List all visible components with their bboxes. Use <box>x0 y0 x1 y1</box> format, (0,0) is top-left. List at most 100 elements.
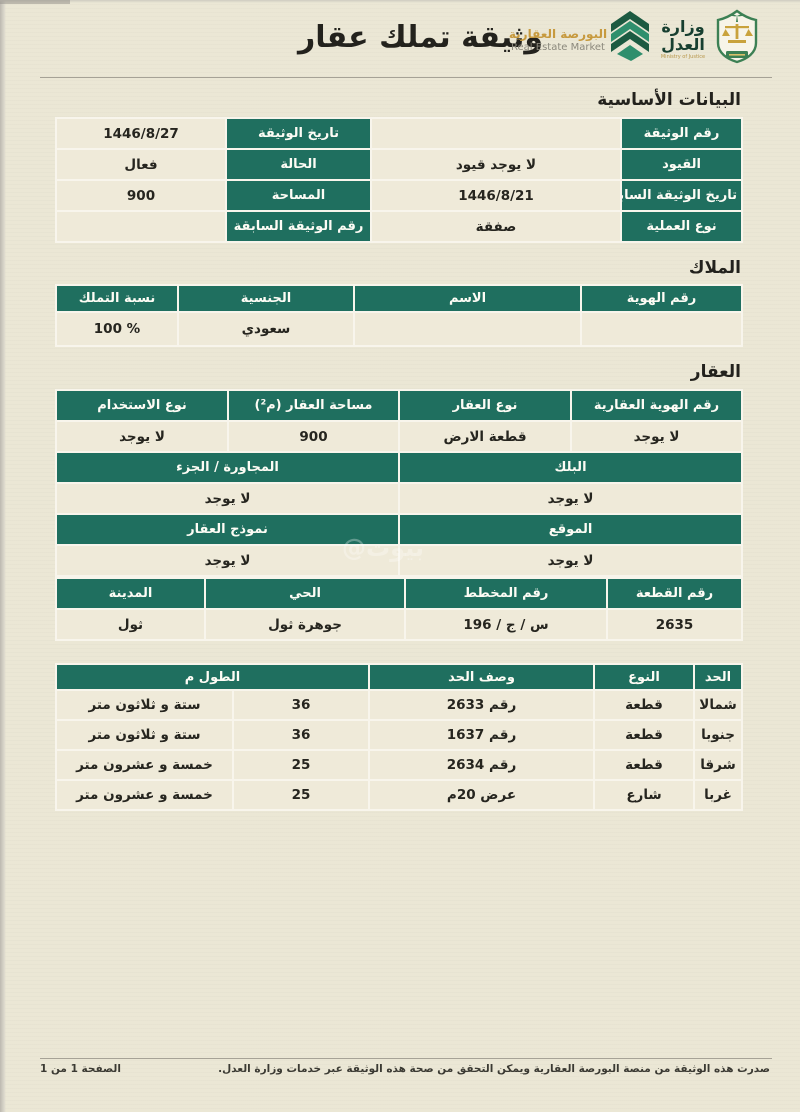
value-cell: لا يوجد <box>570 420 743 453</box>
header-cell: نوع العملية <box>620 210 743 243</box>
section-title-owners: الملاك <box>688 258 741 278</box>
value-cell <box>55 210 227 243</box>
value-cell: لا يوجد قيود <box>370 148 622 181</box>
boundary-length-number-cell: 25 <box>232 779 370 811</box>
ministry-of-justice-arabic-label: وزارة العدل <box>661 17 705 54</box>
value-cell: 1446/8/21 <box>370 179 622 212</box>
table-row: القيود لا يوجد قيود الحالة فعال <box>55 148 743 181</box>
document-content: البيانات الأساسية رقم الوثيقة تاريخ الوث… <box>55 78 743 811</box>
section-title-property: العقار <box>690 362 741 382</box>
boundary-desc-cell: رقم 1637 <box>368 719 595 751</box>
header-cell: رقم الهوية العقارية <box>570 389 743 422</box>
ministry-of-justice-wordmark: وزارة العدل Ministry of Justice <box>652 18 714 61</box>
property-table: رقم الهوية العقارية نوع العقار مساحة الع… <box>55 389 743 577</box>
boundary-type-cell: قطعة <box>593 689 695 721</box>
boundary-type-cell: قطعة <box>593 719 695 751</box>
header-divider <box>40 77 772 78</box>
table-row: لا يوجد قطعة الارض 900 لا يوجد <box>55 420 743 453</box>
value-cell: فعال <box>55 148 227 181</box>
header-cell: رقم الوثيقة السابقة <box>225 210 372 243</box>
boundary-side-cell: غربا <box>693 779 743 811</box>
header-cell: نسبة التملك <box>55 284 179 313</box>
value-cell: لا يوجد <box>398 544 743 577</box>
boundary-length-text-cell: ستة و ثلاثون متر <box>55 719 234 751</box>
header-cell: تاريخ الوثيقة <box>225 117 372 150</box>
table-row: لا يوجد لا يوجد <box>55 482 743 515</box>
value-cell: س / ج / 196 <box>404 608 608 641</box>
table-header-row: البلك المجاورة / الجزء <box>55 451 743 484</box>
header-cell: المجاورة / الجزء <box>55 451 400 484</box>
ministry-of-justice-emblem-icon <box>714 8 760 68</box>
table-header-row: رقم الهوية العقارية نوع العقار مساحة الع… <box>55 389 743 422</box>
value-cell <box>580 311 743 347</box>
header-cell: رقم الوثيقة <box>620 117 743 150</box>
header-cell: الحد <box>693 663 743 691</box>
header-cell: النوع <box>593 663 695 691</box>
table-row: شمالا قطعة رقم 2633 36 ستة و ثلاثون متر <box>55 689 743 721</box>
value-cell: جوهرة ثول <box>204 608 406 641</box>
basic-data-table: رقم الوثيقة تاريخ الوثيقة 1446/8/27 القي… <box>55 117 743 243</box>
ministry-of-justice-english-label: Ministry of Justice <box>660 54 706 61</box>
table-row: لا يوجد لا يوجد <box>55 544 743 577</box>
value-cell: % 100 <box>55 311 179 347</box>
footer-note: صدرت هذه الوثيقة من منصة البورصة العقاري… <box>218 1063 770 1075</box>
table-header-row: الحد النوع وصف الحد الطول م <box>55 663 743 691</box>
header-cell: البلك <box>398 451 743 484</box>
table-row: سعودي % 100 <box>55 311 743 347</box>
page-number: الصفحة 1 من 1 <box>40 1063 121 1075</box>
owners-table: رقم الهوية الاسم الجنسية نسبة التملك سعو… <box>55 284 743 347</box>
table-row: جنوبا قطعة رقم 1637 36 ستة و ثلاثون متر <box>55 719 743 751</box>
property-location-table: رقم القطعة رقم المخطط الحي المدينة 2635 … <box>55 577 743 641</box>
value-cell: لا يوجد <box>55 544 400 577</box>
table-header-row: رقم الهوية الاسم الجنسية نسبة التملك <box>55 284 743 313</box>
header-cell: الحالة <box>225 148 372 181</box>
value-cell: لا يوجد <box>55 420 229 453</box>
boundary-desc-cell: رقم 2634 <box>368 749 595 781</box>
value-cell: ثول <box>55 608 206 641</box>
boundary-length-number-cell: 36 <box>232 719 370 751</box>
header-cell: نوع الاستخدام <box>55 389 229 422</box>
boundary-type-cell: قطعة <box>593 749 695 781</box>
value-cell <box>370 117 622 150</box>
boundary-length-text-cell: خمسة و عشرون متر <box>55 779 234 811</box>
value-cell: سعودي <box>177 311 355 347</box>
photo-edge-corner <box>0 0 70 4</box>
header-cell: المدينة <box>55 577 206 610</box>
value-cell: 900 <box>55 179 227 212</box>
boundaries-table: الحد النوع وصف الحد الطول م شمالا قطعة ر… <box>55 663 743 811</box>
value-cell: 1446/8/27 <box>55 117 227 150</box>
header-cell: رقم المخطط <box>404 577 608 610</box>
table-row: 2635 س / ج / 196 جوهرة ثول ثول <box>55 608 743 641</box>
header-cell: نوع العقار <box>398 389 572 422</box>
header-cell: المساحة <box>225 179 372 212</box>
header-cell: تاريخ الوثيقة السابقة <box>620 179 743 212</box>
value-cell: 2635 <box>606 608 743 641</box>
real-estate-market-english-label: Real Estate Market <box>511 42 605 53</box>
photo-edge-left <box>0 0 6 1112</box>
table-header-row: رقم القطعة رقم المخطط الحي المدينة <box>55 577 743 610</box>
value-cell: قطعة الارض <box>398 420 572 453</box>
boundary-side-cell: شمالا <box>693 689 743 721</box>
real-estate-market-icon <box>606 7 654 67</box>
page-title: وثيقة تملك عقار <box>298 20 544 55</box>
header-cell: مساحة العقار (م²) <box>227 389 400 422</box>
header-cell: القيود <box>620 148 743 181</box>
boundary-length-text-cell: ستة و ثلاثون متر <box>55 689 234 721</box>
footer-divider <box>40 1058 772 1059</box>
boundary-length-text-cell: خمسة و عشرون متر <box>55 749 234 781</box>
table-row: نوع العملية صفقة رقم الوثيقة السابقة <box>55 210 743 243</box>
table-row: تاريخ الوثيقة السابقة 1446/8/21 المساحة … <box>55 179 743 212</box>
boundary-length-number-cell: 36 <box>232 689 370 721</box>
value-cell: 900 <box>227 420 400 453</box>
header-cell: الموقع <box>398 513 743 546</box>
value-cell <box>353 311 582 347</box>
photo-edge-top <box>0 0 800 3</box>
table-row: غربا شارع عرض 20م 25 خمسة و عشرون متر <box>55 779 743 811</box>
table-row: شرقا قطعة رقم 2634 25 خمسة و عشرون متر <box>55 749 743 781</box>
header-cell: وصف الحد <box>368 663 595 691</box>
value-cell: صفقة <box>370 210 622 243</box>
value-cell: لا يوجد <box>398 482 743 515</box>
header-cell: الاسم <box>353 284 582 313</box>
footer: صدرت هذه الوثيقة من منصة البورصة العقاري… <box>40 1063 770 1075</box>
